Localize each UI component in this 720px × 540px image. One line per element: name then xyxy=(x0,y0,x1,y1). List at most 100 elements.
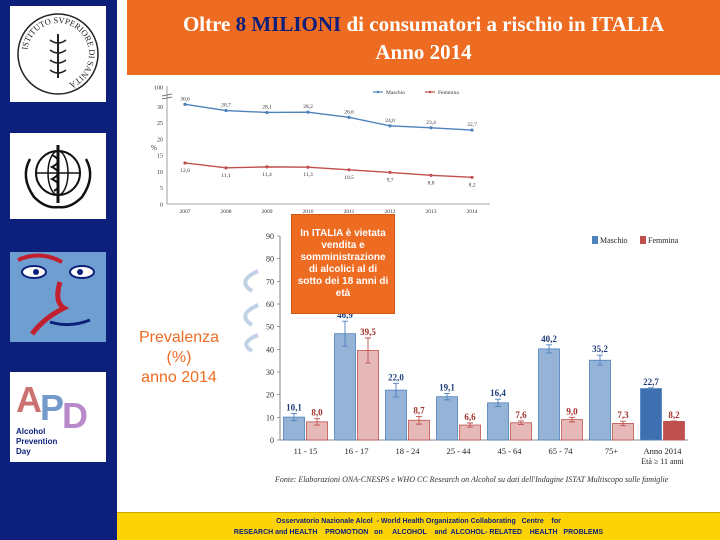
bar-value-label: 9,0 xyxy=(566,406,578,416)
source-note: Fonte: Elaborazioni ONA-CNESPS e WHO CC … xyxy=(275,475,669,484)
svg-text:A: A xyxy=(16,379,42,420)
data-point xyxy=(224,108,228,113)
bar-maschio xyxy=(538,348,560,441)
data-point xyxy=(429,126,433,130)
face-logo xyxy=(10,252,106,342)
data-label: 28,2 xyxy=(303,104,313,110)
bar-value-label: 46,9 xyxy=(337,310,353,320)
legend-marker xyxy=(428,90,432,94)
y-tick-label: 70 xyxy=(266,277,274,286)
bar-femmina xyxy=(357,350,379,441)
svg-text:P: P xyxy=(40,387,64,428)
x-tick-label: 2009 xyxy=(262,209,273,215)
sidebar: ISTITUTO SVPERIORE DI SANITÀ xyxy=(0,0,117,512)
bar-value-label: 40,2 xyxy=(541,334,557,344)
bar-maschio xyxy=(640,388,662,441)
y-tick-label: 15 xyxy=(157,154,163,160)
data-label: 10,5 xyxy=(344,175,354,181)
error-bar xyxy=(291,413,297,422)
x-tick-label: 75+ xyxy=(605,446,619,456)
axis-break-mark xyxy=(161,93,173,100)
footer-line2: RESEARCH and HEALTH PROMOTION on ALCOHOL… xyxy=(233,528,604,536)
y-tick-label: 20 xyxy=(157,137,163,143)
legal-callout: In ITALIA è vietata vendita e somministr… xyxy=(291,214,395,314)
prevalence-line1: Prevalenza xyxy=(138,329,220,346)
data-label: 30,6 xyxy=(180,96,190,102)
x-tick-label: 11 - 15 xyxy=(294,446,318,456)
error-bar xyxy=(671,420,677,423)
trend-line-chart: 0 5 10 15 20 25 30 100% 2007 2008 2009 2010 2011 2012… xyxy=(145,78,507,218)
legend-swatch xyxy=(640,236,646,244)
bar-value-label: 7,3 xyxy=(617,410,629,420)
legend-marker xyxy=(376,90,380,94)
bar-value-label: 8,2 xyxy=(668,410,680,420)
x-tick-label: 2014 xyxy=(467,209,478,215)
y-axis-label: % xyxy=(151,144,157,152)
y-tick-label: 10 xyxy=(266,413,274,422)
y-tick-label: 80 xyxy=(266,255,274,264)
y-tick-label: 40 xyxy=(266,345,274,354)
footer-line1: Osservatorio Nazionale Alcol - World Hea… xyxy=(276,517,561,525)
error-bar xyxy=(569,416,575,423)
data-point xyxy=(265,110,269,115)
x-tick-label: 25 - 44 xyxy=(446,446,471,456)
data-point xyxy=(306,165,310,169)
data-label: 9,7 xyxy=(387,177,394,183)
error-bar xyxy=(620,420,626,427)
slide-title: Oltre 8 MILIONI di consumatori a rischio… xyxy=(127,0,720,75)
age-bar-chart: 0 10 20 30 40 50 60 70 80 90 10,1 8,0 11 - 15 46,9 39,… xyxy=(266,232,688,466)
title-subtitle: Anno 2014 xyxy=(375,39,472,64)
data-label: 24,0 xyxy=(385,118,395,124)
decorative-swirl-icon xyxy=(243,269,259,353)
legend-label: Femmina xyxy=(648,236,679,245)
data-label: 22,7 xyxy=(467,122,477,128)
error-bar xyxy=(444,393,450,401)
data-point xyxy=(183,161,187,165)
footer-left-block xyxy=(0,512,117,540)
bar-femmina xyxy=(663,421,685,441)
y-tick-label: 5 xyxy=(160,186,163,192)
prevalence-line2: (%) xyxy=(166,349,192,366)
x-tick-label: 16 - 17 xyxy=(344,446,368,456)
alcohol-prevention-day-logo: A P D Alcohol Prevention Day xyxy=(10,372,106,462)
error-bar xyxy=(365,337,371,364)
y-tick-label: 10 xyxy=(157,170,163,176)
bar-value-label: 22,7 xyxy=(643,377,659,387)
x-tick-label: 2011 xyxy=(344,209,355,215)
data-label: 8,8 xyxy=(428,180,435,186)
legend-label: Femmina xyxy=(438,90,459,96)
svg-text:D: D xyxy=(62,395,88,436)
x-tick-label: 2010 xyxy=(303,209,314,215)
x-tick-label: 2007 xyxy=(180,209,191,215)
callout-text: In ITALIA è vietata vendita e somministr… xyxy=(297,228,389,299)
x-tick-label: 18 - 24 xyxy=(395,446,420,456)
y-tick-label: 30 xyxy=(157,105,163,111)
bar-maschio xyxy=(487,402,509,441)
bar-maschio xyxy=(436,396,458,441)
bar-value-label: 10,1 xyxy=(286,402,302,412)
istituto-superiore-di-sanita-logo: ISTITUTO SVPERIORE DI SANITÀ xyxy=(10,6,106,102)
y-tick-label: 25 xyxy=(157,121,163,127)
bar-value-label: 8,0 xyxy=(311,408,323,418)
bar-value-label: 16,4 xyxy=(490,388,506,398)
series-line-maschio xyxy=(184,103,473,131)
data-label: 11,4 xyxy=(262,172,272,178)
title-pre: Oltre xyxy=(182,11,236,36)
x-tick-sublabel: Età ≥ 11 anni xyxy=(641,457,684,466)
data-label: 28,7 xyxy=(221,103,231,109)
who-emblem-logo xyxy=(10,133,106,219)
data-point xyxy=(183,102,187,106)
bar-value-label: 35,2 xyxy=(592,344,608,354)
x-tick-label: 65 - 74 xyxy=(548,446,573,456)
data-point xyxy=(388,170,392,175)
y-tick-label: 90 xyxy=(266,232,274,241)
x-tick-label: 2013 xyxy=(426,209,437,215)
error-bar xyxy=(416,415,422,425)
error-bar xyxy=(342,320,348,347)
data-point xyxy=(306,110,310,114)
bar-value-label: 8,7 xyxy=(413,405,425,415)
error-bar xyxy=(597,354,603,366)
bar-value-label: 39,5 xyxy=(360,327,376,337)
bar-femmina xyxy=(510,422,532,441)
data-label: 28,1 xyxy=(262,104,272,110)
